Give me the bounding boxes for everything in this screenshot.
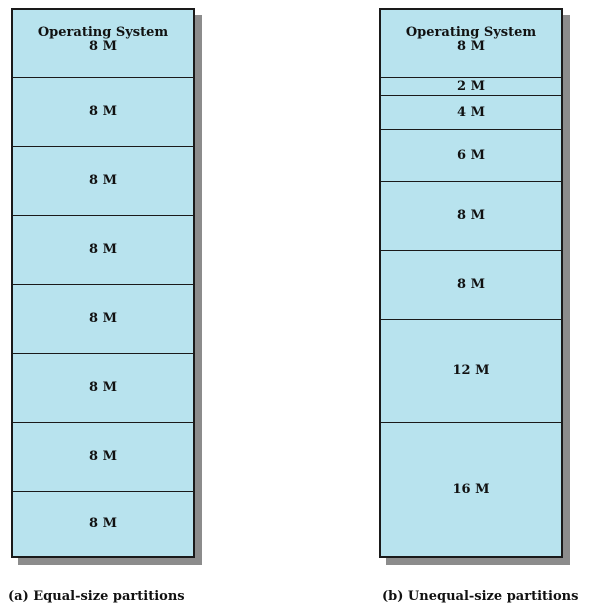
partition-title: Operating System	[37, 25, 169, 40]
partition: 8 M	[13, 146, 193, 215]
partition: 4 M	[381, 95, 561, 129]
partition: 16 M	[381, 422, 561, 556]
partition-size: 8 M	[89, 380, 117, 395]
os-partition: Operating System 8 M	[13, 10, 193, 77]
partition-size: 8 M	[457, 208, 485, 223]
partition-size: 2 M	[457, 78, 485, 94]
equal-size-caption: (a) Equal-size partitions	[8, 589, 185, 604]
equal-size-memory-column: Operating System 8 M 8 M 8 M 8 M 8 M 8 M…	[11, 8, 195, 558]
partition-size: 8 M	[89, 311, 117, 326]
partition: 8 M	[381, 181, 561, 250]
unequal-size-memory-column: Operating System 8 M 2 M 4 M 6 M 8 M 8 M…	[379, 8, 563, 558]
partition-size: 8 M	[89, 104, 117, 119]
partition: 8 M	[13, 491, 193, 556]
partition-size: 6 M	[457, 147, 485, 163]
partition-title: Operating System	[405, 25, 537, 40]
partition: 6 M	[381, 129, 561, 181]
partition-size: 4 M	[457, 104, 485, 120]
partition-size: 8 M	[89, 242, 117, 257]
partition: 8 M	[13, 77, 193, 146]
partition: 12 M	[381, 319, 561, 422]
partition: 8 M	[13, 422, 193, 491]
partition: 8 M	[13, 284, 193, 353]
partition: 2 M	[381, 77, 561, 95]
partition-size: 16 M	[452, 481, 490, 497]
partition-size: 8 M	[89, 516, 117, 531]
partition: 8 M	[13, 215, 193, 284]
partition-size: 8 M	[89, 449, 117, 464]
partition-size: 8 M	[457, 277, 485, 292]
partition: 8 M	[381, 250, 561, 319]
partition-size: 12 M	[452, 363, 490, 378]
partition-size: 8 M	[89, 39, 117, 54]
os-partition: Operating System 8 M	[381, 10, 561, 77]
partition: 8 M	[13, 353, 193, 422]
partition-size: 8 M	[457, 39, 485, 54]
unequal-size-caption: (b) Unequal-size partitions	[382, 589, 579, 604]
partition-size: 8 M	[89, 173, 117, 188]
